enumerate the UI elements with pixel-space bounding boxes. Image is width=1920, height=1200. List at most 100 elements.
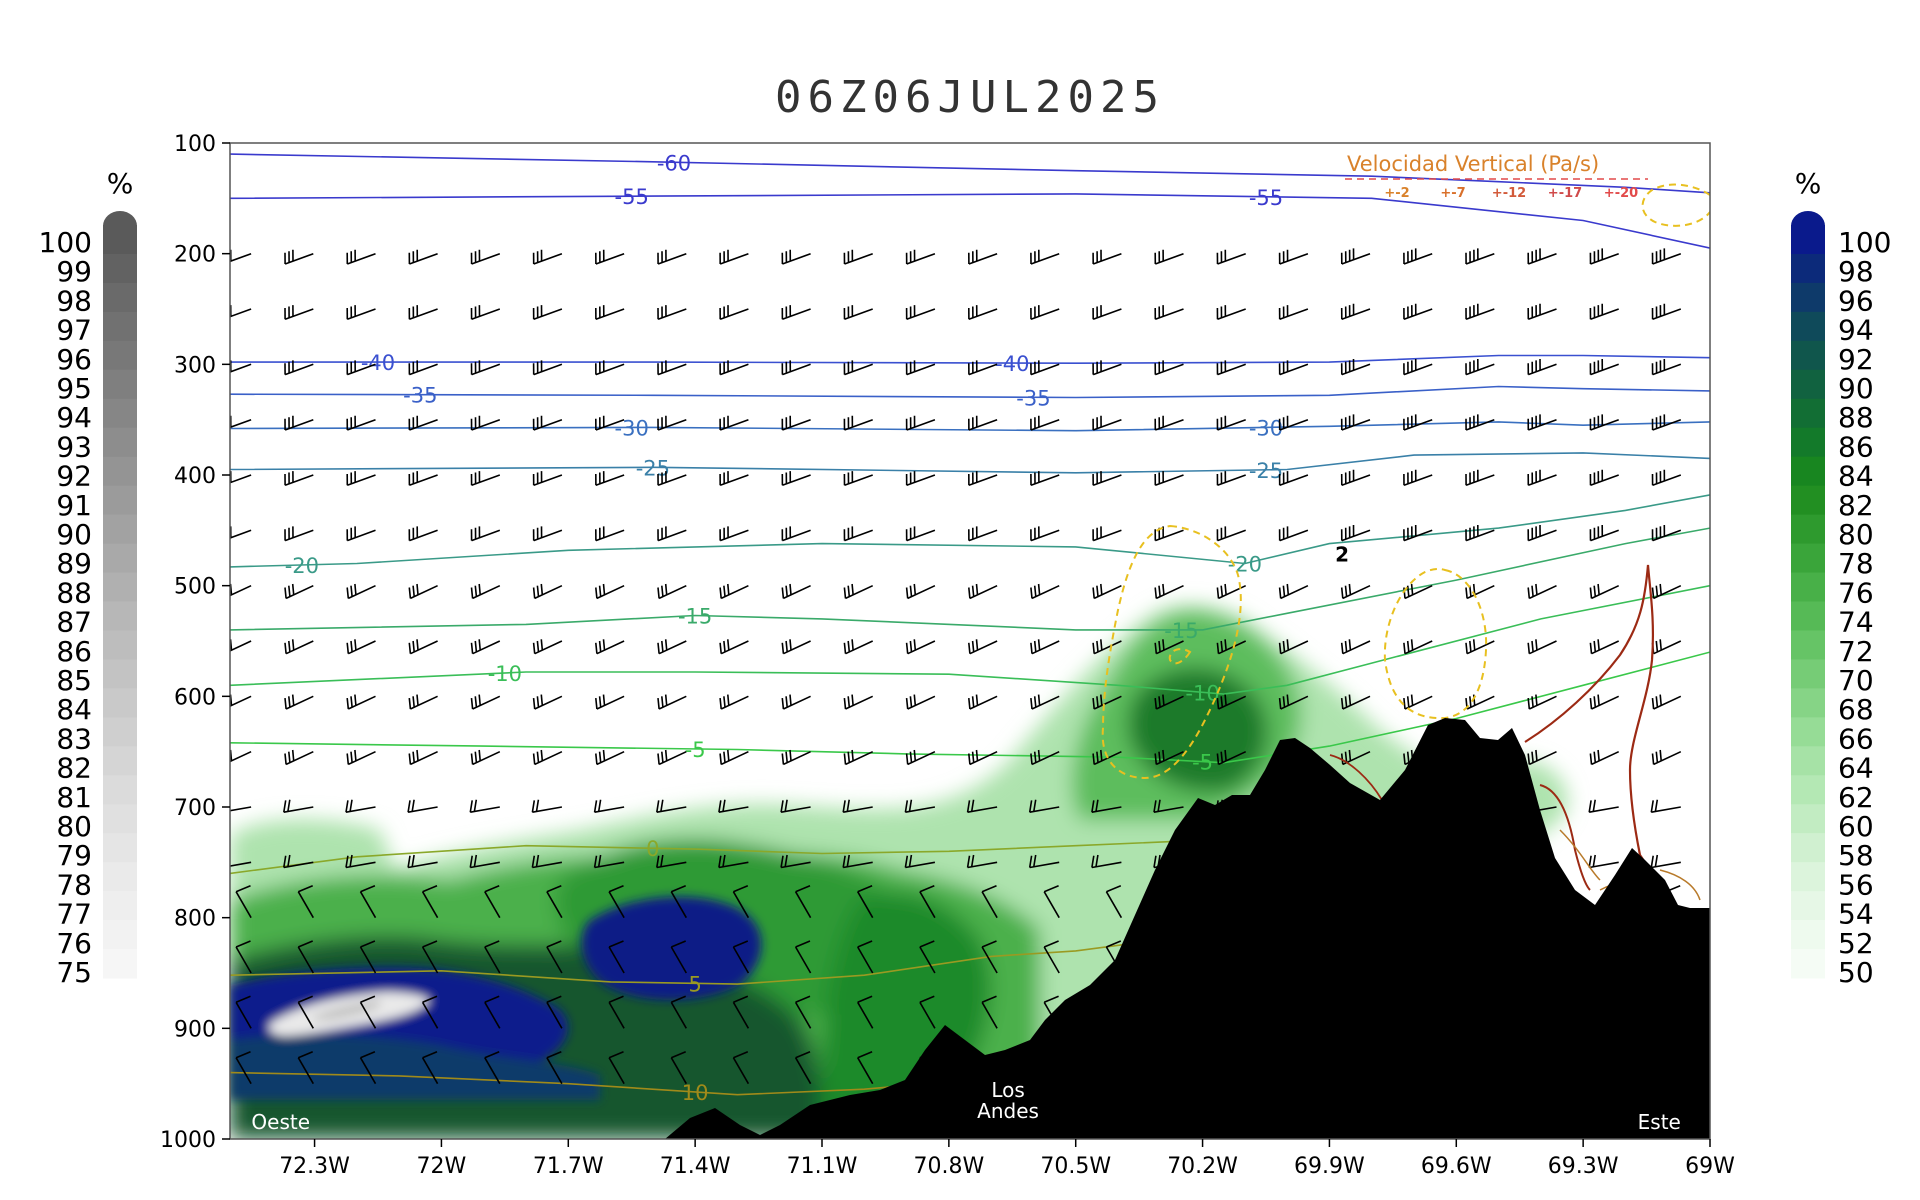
wind-barb (346, 360, 376, 376)
isotherm-line (230, 651, 1710, 764)
wind-barb (1092, 749, 1122, 766)
colorbar-label: 82 (1838, 489, 1874, 522)
wind-barb (1043, 940, 1060, 974)
wind-barb (1216, 749, 1247, 766)
wind-barb (532, 694, 563, 710)
isotherm-line (230, 193, 1710, 249)
wind-barb (484, 1050, 501, 1085)
wind-barb (1651, 639, 1682, 655)
wind-barb (905, 526, 936, 542)
wind-barb (532, 639, 563, 655)
wind-barb (297, 1050, 314, 1085)
wind-barb (1403, 694, 1433, 710)
wind-barb (532, 305, 563, 321)
right-colorbar: % 10098969492908886848280787674727068666… (1791, 167, 1891, 989)
wind-barb (781, 249, 811, 265)
wind-barb (595, 360, 625, 376)
omega-contour-negative-2 (1539, 784, 1591, 891)
chart-annotation: Los (991, 1078, 1024, 1102)
wind-barb (657, 639, 687, 655)
wind-barb (421, 940, 439, 974)
wind-barb (1154, 360, 1184, 376)
wind-barb (1091, 799, 1122, 813)
colorbar-segment (103, 862, 137, 892)
wind-barb (470, 249, 501, 265)
wind-barb (421, 1050, 439, 1085)
wind-barb (346, 415, 376, 431)
colorbar-segment (103, 717, 137, 747)
wind-barb (1278, 639, 1309, 655)
wind-barb (968, 694, 998, 710)
x-tick-label: 71.7W (533, 1154, 604, 1179)
chart-annotation: Oeste (251, 1110, 310, 1134)
wind-barb (1340, 248, 1371, 265)
colorbar-segment (103, 398, 137, 429)
wind-barb (470, 583, 501, 600)
wind-barb (1527, 248, 1557, 265)
isotherm-line (230, 421, 1710, 432)
colorbar-label: 98 (1838, 255, 1874, 288)
x-tick-label: 69W (1685, 1154, 1735, 1179)
wind-barb (1651, 749, 1682, 766)
wind-barb (1651, 694, 1682, 710)
wind-barb (346, 583, 376, 600)
wind-barb (657, 360, 687, 376)
wind-barb (1527, 639, 1557, 655)
wind-barb (780, 854, 811, 869)
omega-contour-negative-3 (1329, 754, 1383, 801)
wind-barb (546, 940, 563, 974)
wind-barb (1216, 471, 1246, 487)
wind-barb (1043, 884, 1060, 919)
wind-barb (1403, 414, 1433, 431)
wind-barb (608, 995, 625, 1029)
colorbar-segment (1791, 804, 1825, 834)
wind-barb (1278, 249, 1309, 265)
wind-barb (732, 1050, 750, 1085)
colorbar-label: 95 (56, 372, 92, 405)
wind-barb (670, 940, 687, 974)
colorbar-label: 98 (56, 284, 92, 317)
colorbar-segment (1791, 630, 1825, 660)
wind-barb (407, 799, 438, 813)
wind-barb (1650, 799, 1681, 813)
isotherm-label: -35 (1016, 386, 1050, 410)
wind-barb (968, 305, 998, 321)
colorbar-segment (103, 891, 137, 921)
wind-barb (1527, 469, 1557, 487)
wind-barb (346, 639, 376, 655)
wind-barb (1651, 583, 1682, 600)
wind-barb (781, 526, 811, 542)
wind-barb (794, 884, 812, 919)
colorbar-label: 88 (56, 576, 92, 609)
wind-barb (595, 583, 625, 600)
wind-barb (904, 854, 936, 869)
colorbar-segment (103, 601, 137, 631)
wind-barb (1588, 799, 1619, 813)
colorbar-segment (103, 427, 137, 458)
wind-barb (1030, 639, 1060, 655)
x-tick-label: 69.3W (1548, 1154, 1619, 1179)
wind-barb (968, 583, 998, 600)
wind-barb (531, 854, 563, 869)
wind-barb (905, 360, 936, 376)
wind-barb (297, 995, 314, 1029)
wind-barb (719, 583, 749, 600)
colorbar-label: 81 (56, 781, 92, 814)
wind-barb (230, 249, 252, 263)
wind-barb (670, 884, 687, 919)
wind-barb (593, 854, 625, 869)
wind-barb (408, 305, 438, 321)
wind-barb (905, 249, 936, 265)
wind-barb (283, 854, 314, 869)
wind-barb (670, 995, 687, 1029)
wind-barb (532, 526, 563, 542)
wind-barb (470, 694, 501, 710)
wind-barb (732, 940, 750, 974)
wind-barb (1403, 524, 1433, 542)
isotherm-line (230, 527, 1710, 631)
colorbar-segment (1791, 282, 1825, 313)
wind-barb (1216, 415, 1246, 431)
colorbar-label: 64 (1838, 752, 1874, 785)
colorbar-label: 80 (56, 810, 92, 843)
y-tick-label: 300 (174, 353, 216, 378)
